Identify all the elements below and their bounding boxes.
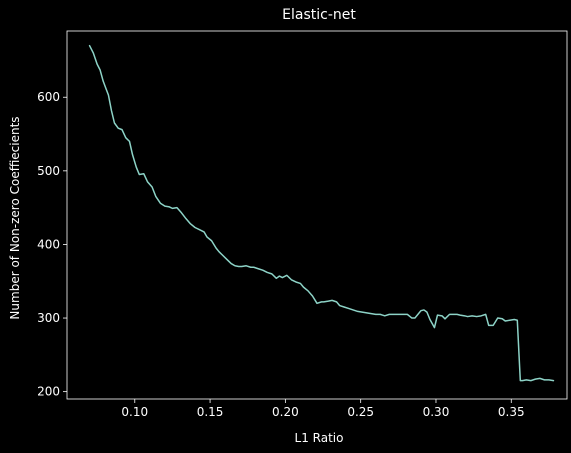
x-tick-label: 0.35 [498, 405, 525, 419]
axes-frame [66, 30, 568, 400]
x-tick-label: 0.20 [272, 405, 299, 419]
x-tick-label: 0.25 [347, 405, 374, 419]
y-tick-label: 500 [37, 164, 60, 178]
plot-area: 0.10 0.15 0.20 0.25 0.30 0.35 200 300 400 500 600 [37, 30, 568, 419]
y-tick-label: 200 [37, 385, 60, 399]
x-tick-label: 0.30 [423, 405, 450, 419]
y-tick-label: 400 [37, 237, 60, 251]
x-tick-label: 0.10 [121, 405, 148, 419]
x-tick-label: 0.15 [197, 405, 224, 419]
chart-title: Elastic-net [282, 7, 356, 23]
y-tick-label: 600 [37, 90, 60, 104]
series-line-0 [88, 44, 555, 382]
x-axis-label: L1 Ratio [295, 431, 344, 445]
y-axis-label: Number of Non-zero Coeffiecients [8, 116, 22, 319]
y-tick-label: 300 [37, 311, 60, 325]
